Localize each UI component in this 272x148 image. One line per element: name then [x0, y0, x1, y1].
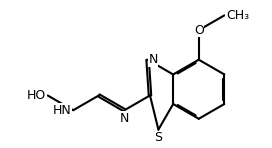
Text: N: N — [120, 112, 129, 125]
Text: S: S — [154, 131, 162, 144]
Text: CH₃: CH₃ — [226, 9, 249, 22]
Text: N: N — [148, 53, 158, 66]
Text: O: O — [194, 24, 204, 37]
Text: HO: HO — [27, 89, 46, 102]
Text: HN: HN — [53, 104, 72, 117]
